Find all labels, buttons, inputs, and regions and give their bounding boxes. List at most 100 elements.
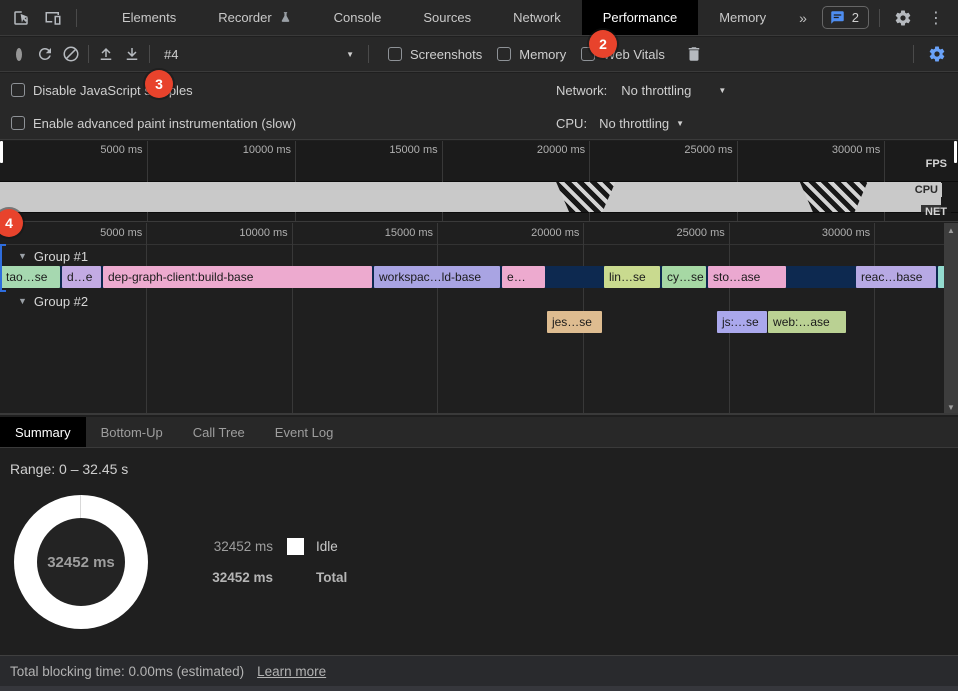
tab-network[interactable]: Network xyxy=(492,0,582,35)
messages-button[interactable]: 2 xyxy=(821,6,869,29)
device-toolbar-icon[interactable] xyxy=(40,5,66,31)
scroll-up-icon[interactable]: ▲ xyxy=(947,226,955,235)
flame-bar[interactable]: tao…se xyxy=(1,266,61,288)
tabbar-right-icons: 2 ⋮ xyxy=(821,5,958,31)
flame-bar[interactable]: dep-graph-client:build-base xyxy=(102,266,373,288)
group-1-header[interactable]: ▼ Group #1 xyxy=(18,247,88,265)
ruler-tick-label: 5000 ms xyxy=(100,227,143,239)
flame-chart[interactable]: ▼ Group #1 tao…se d…e dep-graph-client:bui… xyxy=(0,223,958,415)
checkbox-label: Screenshots xyxy=(410,46,483,62)
advanced-paint-label: Enable advanced paint instrumentation (s… xyxy=(33,115,297,131)
legend-value: 32452 ms xyxy=(212,569,273,585)
tab-label: Event Log xyxy=(274,424,334,440)
flame-bar-label: workspac…ld-base xyxy=(379,270,482,284)
tab-recorder[interactable]: Recorder xyxy=(197,0,312,35)
tab-call-tree[interactable]: Call Tree xyxy=(178,417,260,447)
flame-bar-label: sto…ase xyxy=(713,270,761,284)
collapse-arrow-icon: ▼ xyxy=(18,251,27,261)
divider xyxy=(88,45,89,63)
tab-elements[interactable]: Elements xyxy=(101,0,197,35)
screenshots-checkbox[interactable]: Screenshots xyxy=(388,47,482,62)
advanced-paint-checkbox[interactable]: Enable advanced paint instrumentation (s… xyxy=(11,116,296,131)
overview-right-handle[interactable] xyxy=(954,141,957,163)
load-profile-icon[interactable] xyxy=(93,41,119,67)
donut-seam xyxy=(80,495,81,518)
chevron-down-icon[interactable]: ▼ xyxy=(676,118,685,128)
tab-sources[interactable]: Sources xyxy=(402,0,492,35)
donut-total-label: 32452 ms xyxy=(47,553,115,571)
flame-bar[interactable]: sto…ase xyxy=(708,266,786,288)
divider xyxy=(913,45,914,63)
tabbar-left-icons xyxy=(0,5,87,31)
tab-performance[interactable]: Performance xyxy=(581,0,699,35)
tab-bottom-up[interactable]: Bottom-Up xyxy=(86,417,178,447)
gridline xyxy=(146,223,148,413)
flame-bar[interactable] xyxy=(937,266,948,288)
flame-bar[interactable]: cy…se xyxy=(662,266,706,288)
tab-label: Call Tree xyxy=(192,424,245,440)
overview-left-handle[interactable] xyxy=(0,141,3,163)
gridline xyxy=(874,223,876,413)
flame-bar[interactable]: jes…se xyxy=(546,311,602,333)
checkbox-icon xyxy=(388,47,402,61)
tab-label: Performance xyxy=(602,10,678,25)
gridline xyxy=(437,223,439,413)
flame-bar[interactable]: d…e xyxy=(62,266,101,288)
cpu-throttling-label: CPU: xyxy=(556,115,588,131)
learn-more-link[interactable]: Learn more xyxy=(257,663,327,679)
cpu-throttled-hatch xyxy=(556,182,615,212)
legend-label: Total xyxy=(316,569,348,585)
record-button[interactable] xyxy=(6,41,32,67)
summary-pane: Range: 0 – 32.45 s 32452 ms 32452 ms Idle… xyxy=(0,449,958,655)
reload-and-record-button[interactable] xyxy=(32,41,58,67)
inspect-element-icon[interactable] xyxy=(8,5,34,31)
clear-button[interactable] xyxy=(58,41,84,67)
group-2-header[interactable]: ▼ Group #2 xyxy=(18,292,88,310)
footer-bar: Total blocking time: 0.00ms (estimated) … xyxy=(0,655,958,686)
more-options-icon[interactable]: ⋮ xyxy=(928,9,944,27)
history-select[interactable]: #4 ▼ xyxy=(154,47,364,62)
tab-summary[interactable]: Summary xyxy=(0,417,86,447)
legend-swatch xyxy=(287,537,304,555)
divider xyxy=(879,8,880,27)
settings-gear-icon[interactable] xyxy=(890,5,916,31)
flame-bar-label: tao…se xyxy=(6,270,48,284)
tab-memory[interactable]: Memory xyxy=(698,0,787,35)
delete-recording-icon[interactable] xyxy=(681,41,707,67)
scroll-down-icon[interactable]: ▼ xyxy=(947,403,955,412)
summary-legend: 32452 ms Idle 32452 ms Total xyxy=(205,537,347,599)
flame-bar[interactable]: web:…ase xyxy=(768,311,846,333)
timeline-overview[interactable]: FPS CPU NET 5000 ms 10000 ms 15000 ms 20000… xyxy=(0,141,958,222)
flask-icon xyxy=(281,12,289,22)
vertical-scrollbar[interactable]: ▲ ▼ xyxy=(944,223,958,413)
lane-divider xyxy=(0,181,958,182)
tab-event-log[interactable]: Event Log xyxy=(260,417,349,447)
range-label: Range: 0 – 32.45 s xyxy=(10,461,129,477)
annotation-badge-4: 4 xyxy=(0,209,23,237)
gridline xyxy=(441,141,443,221)
flame-bar-label: jes…se xyxy=(551,315,592,329)
checkbox-label: Memory xyxy=(519,46,567,62)
flame-bar[interactable]: reac…base xyxy=(856,266,936,288)
flame-bar-label: d…e xyxy=(67,270,93,284)
tab-console[interactable]: Console xyxy=(313,0,403,35)
cpu-throttling-select[interactable]: No throttling xyxy=(599,115,670,131)
flame-bar[interactable]: e… xyxy=(502,266,546,288)
legend-label: Idle xyxy=(316,538,338,554)
save-profile-icon[interactable] xyxy=(119,41,145,67)
legend-row: 32452 ms Total xyxy=(205,568,347,586)
message-count: 2 xyxy=(851,10,859,25)
capture-settings-gear-icon[interactable] xyxy=(924,41,950,67)
option-row-2: Enable advanced paint instrumentation (s… xyxy=(0,107,958,140)
network-throttling-select[interactable]: No throttling xyxy=(621,82,692,98)
memory-checkbox[interactable]: Memory xyxy=(497,47,566,62)
flame-bar[interactable]: lin…se xyxy=(603,266,660,288)
chevron-down-icon[interactable]: ▼ xyxy=(718,85,727,95)
flame-bar[interactable]: js:…se xyxy=(716,311,767,333)
selection-bracket xyxy=(0,244,6,292)
ruler-tick-label: 15000 ms xyxy=(384,227,434,239)
more-tabs-button[interactable]: » xyxy=(799,9,807,26)
flame-bar[interactable]: workspac…ld-base xyxy=(374,266,501,288)
gridline xyxy=(736,141,738,221)
